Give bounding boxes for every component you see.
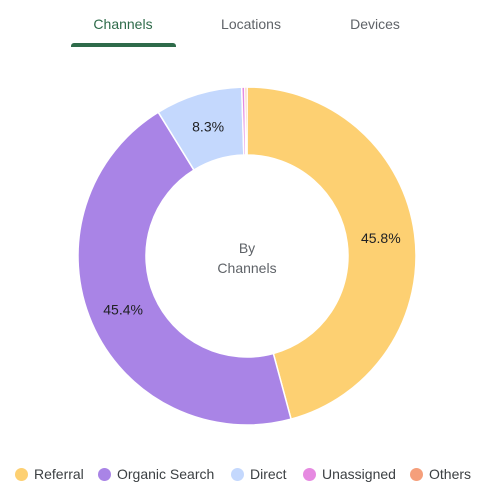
legend-label-direct: Direct <box>250 466 287 482</box>
slice-organic-search[interactable] <box>77 111 293 426</box>
legend-dot-others <box>410 467 423 481</box>
legend-dot-direct <box>231 467 244 481</box>
legend-dot-organic-search <box>98 467 111 481</box>
slice-referral[interactable] <box>246 86 417 421</box>
tab-devices[interactable]: Devices <box>350 16 400 32</box>
slice-label-referral: 45.8% <box>361 230 401 246</box>
center-label-line1: By <box>238 240 256 256</box>
slice-others[interactable] <box>244 86 248 156</box>
legend-dot-referral <box>15 467 28 481</box>
legend-dot-unassigned <box>303 467 316 481</box>
chart-legend: Referral Organic Search Direct Unassigne… <box>0 463 485 485</box>
legend-label-unassigned: Unassigned <box>322 466 396 482</box>
channel-tabs: Channels Locations Devices <box>0 0 485 50</box>
legend-label-referral: Referral <box>34 466 84 482</box>
channels-donut-chart: 45.8% 45.4% 8.3% <box>77 86 417 426</box>
legend-item-unassigned[interactable]: Unassigned <box>303 463 396 485</box>
legend-item-referral[interactable]: Referral <box>15 463 84 485</box>
tab-locations[interactable]: Locations <box>221 16 281 32</box>
slice-label-organic-search: 45.4% <box>103 302 143 318</box>
legend-label-organic-search: Organic Search <box>117 466 215 482</box>
legend-item-direct[interactable]: Direct <box>231 463 287 485</box>
active-tab-indicator <box>71 43 176 47</box>
legend-item-organic-search[interactable]: Organic Search <box>98 463 214 485</box>
legend-label-others: Others <box>429 466 472 482</box>
center-label-line2: Channels <box>217 260 277 276</box>
donut-center-label: By Channels <box>217 238 276 278</box>
tab-channels[interactable]: Channels <box>93 16 153 32</box>
legend-item-others[interactable]: Others <box>410 463 471 485</box>
slice-label-direct: 8.3% <box>192 119 224 135</box>
